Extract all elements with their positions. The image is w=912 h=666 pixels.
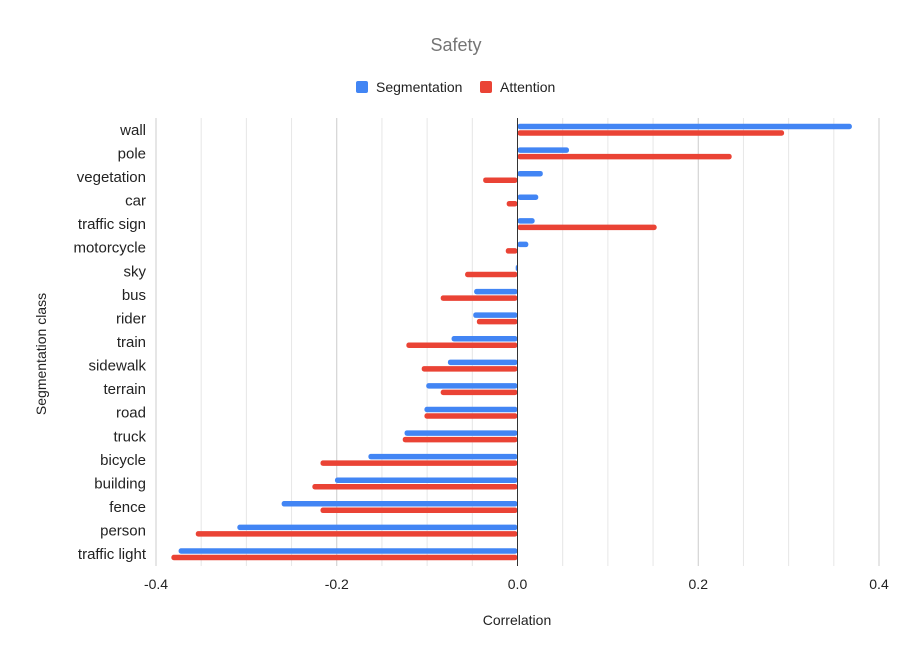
- bar-segmentation-fence[interactable]: [281, 501, 518, 507]
- category-label-train: train: [117, 334, 146, 351]
- category-label-car: car: [125, 193, 146, 210]
- y-axis-title: Segmentation class: [33, 293, 49, 415]
- category-label-traffic-light: traffic light: [78, 546, 147, 563]
- bar-segmentation-bicycle[interactable]: [368, 453, 518, 460]
- category-label-fence: fence: [109, 499, 146, 516]
- x-tick-label: 0.4: [869, 576, 889, 592]
- bar-attention-sky[interactable]: [465, 271, 518, 278]
- bar-attention-road[interactable]: [424, 413, 518, 419]
- bar-attention-wall[interactable]: [517, 130, 785, 136]
- bar-attention-train[interactable]: [406, 342, 518, 349]
- bar-attention-rider[interactable]: [476, 318, 518, 325]
- category-label-pole: pole: [118, 145, 146, 162]
- legend: Segmentation Attention: [356, 79, 555, 95]
- category-label-vegetation: vegetation: [77, 169, 146, 186]
- bar-segmentation-motorcycle[interactable]: [517, 241, 529, 248]
- chart-title: Safety: [430, 35, 481, 55]
- category-labels: wall pole vegetation car traffic sign motorcy…: [73, 122, 146, 563]
- x-axis-title: Correlation: [483, 612, 551, 628]
- bar-attention-car[interactable]: [506, 201, 518, 207]
- bars: [171, 123, 852, 561]
- bar-segmentation-sidewalk[interactable]: [447, 359, 518, 366]
- bar-segmentation-building[interactable]: [334, 477, 518, 483]
- bar-attention-bus[interactable]: [440, 295, 518, 301]
- bar-segmentation-person[interactable]: [237, 524, 518, 531]
- bar-attention-pole[interactable]: [517, 153, 732, 160]
- bar-segmentation-wall[interactable]: [517, 123, 852, 130]
- x-tick-labels: -0.4 -0.2 0.0 0.2 0.4: [144, 576, 889, 592]
- category-label-motorcycle: motorcycle: [73, 240, 146, 257]
- bar-segmentation-terrain[interactable]: [426, 383, 518, 389]
- bar-segmentation-vegetation[interactable]: [517, 170, 543, 177]
- x-tick-label: -0.4: [144, 576, 168, 592]
- legend-swatch-segmentation: [356, 81, 368, 93]
- category-label-person: person: [100, 523, 146, 540]
- x-tick-label: 0.0: [508, 576, 528, 592]
- category-label-rider: rider: [116, 310, 146, 327]
- legend-swatch-attention: [480, 81, 492, 93]
- category-label-truck: truck: [113, 428, 146, 445]
- bar-attention-vegetation[interactable]: [483, 177, 518, 183]
- category-label-sidewalk: sidewalk: [88, 358, 146, 375]
- category-label-building: building: [94, 475, 146, 492]
- category-label-sky: sky: [124, 263, 147, 280]
- bar-attention-sidewalk[interactable]: [421, 366, 518, 372]
- bar-segmentation-car[interactable]: [517, 194, 539, 201]
- legend-item-segmentation[interactable]: Segmentation: [356, 79, 462, 95]
- category-label-bicycle: bicycle: [100, 452, 146, 469]
- bar-segmentation-traffic-light[interactable]: [178, 548, 518, 554]
- category-label-traffic-sign: traffic sign: [78, 216, 146, 233]
- bar-segmentation-pole[interactable]: [517, 147, 570, 153]
- bar-segmentation-bus[interactable]: [474, 288, 518, 295]
- category-label-bus: bus: [122, 287, 146, 304]
- bar-attention-motorcycle[interactable]: [505, 248, 518, 254]
- bar-segmentation-road[interactable]: [424, 406, 518, 413]
- bar-segmentation-rider[interactable]: [473, 312, 518, 318]
- legend-label-attention: Attention: [500, 79, 555, 95]
- bar-attention-building[interactable]: [312, 483, 518, 490]
- bar-segmentation-truck[interactable]: [404, 430, 518, 436]
- x-tick-label: -0.2: [325, 576, 349, 592]
- bar-segmentation-traffic-sign[interactable]: [517, 218, 535, 224]
- bar-attention-bicycle[interactable]: [320, 460, 518, 466]
- bar-attention-truck[interactable]: [402, 436, 518, 443]
- category-label-road: road: [116, 405, 146, 422]
- legend-item-attention[interactable]: Attention: [480, 79, 555, 95]
- bar-segmentation-train[interactable]: [451, 336, 518, 342]
- bar-attention-terrain[interactable]: [440, 389, 518, 396]
- bar-attention-traffic-light[interactable]: [171, 554, 518, 561]
- bar-attention-person[interactable]: [195, 531, 518, 537]
- bar-attention-traffic-sign[interactable]: [517, 224, 657, 231]
- gridlines: [155, 118, 880, 566]
- category-label-wall: wall: [119, 122, 146, 139]
- category-label-terrain: terrain: [103, 381, 146, 398]
- legend-label-segmentation: Segmentation: [376, 79, 462, 95]
- x-tick-label: 0.2: [689, 576, 709, 592]
- bar-attention-fence[interactable]: [320, 507, 518, 514]
